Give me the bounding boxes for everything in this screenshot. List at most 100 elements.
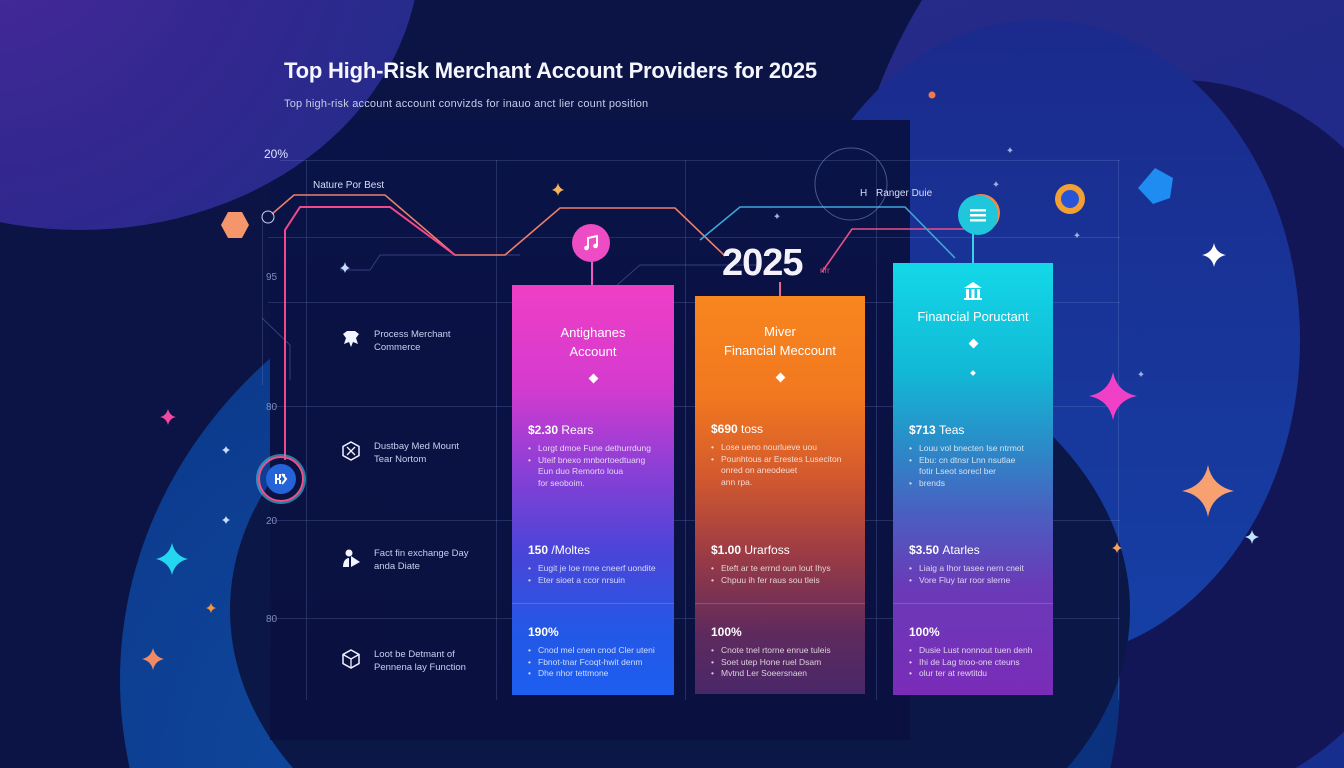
grid-line [1118,160,1119,700]
pin-stem [779,282,781,298]
row-label-line1: Process Merchant [374,329,451,340]
diamond-icon [968,338,978,349]
card-section-1: $690 toss Lose ueno nourlueve uouPounhto… [711,422,853,488]
bullet: Vore Fluy tar roor slerne [909,575,1041,587]
card-divider [695,603,865,604]
sparkle-icon [1245,530,1259,544]
card-section-3: 190% Cnod mel cnen cnod Cler uteniFbnot-… [528,625,662,680]
sparkle-icon [340,262,350,273]
card-3-pin[interactable] [958,195,998,235]
dot-icon [928,91,936,99]
bullet: for seoboim. [538,477,585,488]
section-value: $2.30 [528,423,559,437]
card-name-line2: Account [569,344,617,359]
gear-icon [1055,184,1085,214]
sparkle-icon [774,213,780,219]
grid-line [496,160,497,700]
bullet: Dusie Lust nonnout tuen denh [909,645,1041,657]
grid-line [268,237,1120,238]
y-tick-label: 95 [266,272,278,283]
card-name-line1: Antighanes [560,325,626,340]
card-1-pin[interactable] [572,224,610,262]
card-name-line2: Financial Meccount [724,343,836,358]
row-item: Loot be Detmant of Pennena lay Function [340,648,500,674]
row-item: Process Merchant Commerce [340,328,500,354]
card-divider [512,603,674,604]
bullet: Soet utep Hone ruel Dsam [711,657,853,669]
timeline-node[interactable] [258,456,304,502]
card-section-1: $2.30 Rears Lorgt dmoe Fune dethurrdungU… [528,423,662,489]
section-value: $690 [711,422,738,436]
hexagon-icon [221,212,249,238]
page-subtitle: Top high-risk account account convizds f… [284,98,649,110]
y-tick-label: 80 [266,614,278,625]
bullet: Uteif bnexo mnbortoedtuang [528,455,662,467]
row-label-line1: Loot be Detmant of [374,649,455,660]
card-section-2: $1.00 Urarfoss Eteft ar te errnd oun lou… [711,543,853,586]
grid-line [262,215,263,385]
row-item: Dustbay Med Mount Tear Nortom [340,440,500,466]
card-name-line1: Miver [764,324,796,339]
bullet: Lorgt dmoe Fune dethurrdung [528,443,662,455]
bullet: Eun duo Remorto loua [538,466,624,476]
bullet: Eugit je loe rnne cneerf uondite [528,563,662,575]
sparkle-icon [206,603,216,613]
bullet: Fbnot-tnar Fcoqt-hwit denm [528,657,662,669]
bullet: brends [909,478,1041,490]
section-unit: Urarfoss [744,543,790,557]
bullet: Ihi de Lag tnoo-one cteuns [909,657,1041,669]
sparkle-icon [1007,147,1013,153]
diamond-icon [775,372,785,383]
grid-line [280,160,1120,161]
line-label-left: Nature Por Best [313,180,385,191]
sparkle-icon [160,409,176,425]
hexagon-x-icon [342,441,360,461]
section-value: 100% [711,625,742,639]
row-label-line2: Tear Nortom [374,454,427,465]
card-section-2: $3.50 Atarles Liaig a Ihor tasee nern cn… [909,543,1041,586]
sparkle-icon [552,183,564,196]
grid-line [685,160,686,700]
section-unit: /Moltes [551,543,591,557]
card-section-1: $713 Teas Louu vol bnecten Ise ntrmotEbu… [909,423,1041,489]
bullet: ann rpa. [721,476,753,487]
pentagon-icon [1138,168,1173,204]
section-value: 150 [528,543,549,557]
sparkle-icon [142,648,164,670]
section-unit: toss [741,422,764,436]
bullet: onred on aneodeuet [721,465,798,475]
bullet: Louu vol bnecten Ise ntrmot [909,443,1041,455]
node-logo-icon [266,464,296,494]
page-title: Top High-Risk Merchant Account Providers… [284,58,817,83]
bullet: fotir Lseot sorecl ber [919,466,997,476]
diamond-icon [588,373,598,384]
section-value: $1.00 [711,543,742,557]
cube-icon [342,649,360,669]
line-label-right-prefix: H [860,188,868,199]
bullet: Mvtnd Ler Soeersnaen [711,668,853,680]
card-section-3: 100% Dusie Lust nonnout tuen denhIhi de … [909,625,1041,680]
sparkle-icon [1202,243,1226,267]
music-note-icon [584,234,598,251]
section-value: $3.50 [909,543,940,557]
section-value: $713 [909,423,936,437]
bullet: Pounhtous ar Erestes Luseciton [711,454,853,466]
section-unit: Teas [939,423,965,437]
sparkle-icon [1182,465,1234,517]
provider-card-2[interactable]: Miver Financial Meccount $690 toss Lose u… [695,296,865,694]
sparkle-icon [1089,372,1137,420]
menu-lines-icon [970,209,986,222]
y-axis-top-label: 20% [264,147,289,161]
sparkle-icon [156,543,188,575]
section-value: 100% [909,625,940,639]
provider-card-3[interactable]: Financial Poructant $713 Teas Louu vol b… [893,263,1053,695]
grid-line [268,520,1120,521]
bullet: Dhe nhor tettmone [528,668,662,680]
bank-building-icon [964,282,982,300]
sparkle-icon [993,181,999,187]
provider-card-1[interactable]: Antighanes Account $2.30 Rears Lorgt dmoe… [512,285,674,695]
section-value: 190% [528,625,559,639]
bullet: Eter sioet a ccor nrsuin [528,575,662,587]
shield-crest-icon [343,331,359,347]
row-label-line1: Dustbay Med Mount [374,441,460,452]
